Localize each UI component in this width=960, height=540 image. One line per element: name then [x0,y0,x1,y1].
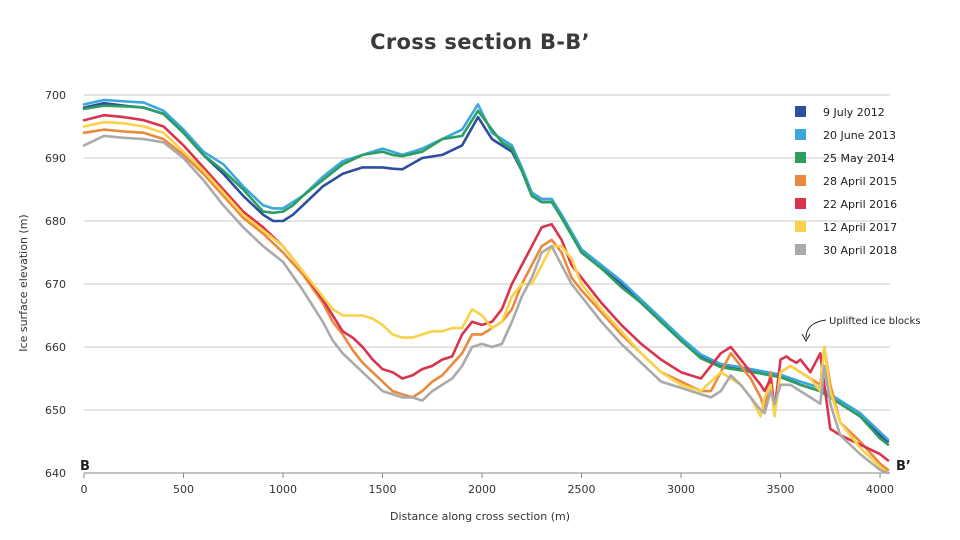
x-tick-label: 1500 [369,483,397,496]
x-tick-label: 3000 [667,483,695,496]
annotation-arrow [805,319,827,339]
legend-label: 30 April 2018 [823,244,897,257]
y-tick-label: 650 [45,404,66,417]
chart-title: Cross section B-B’ [370,30,590,54]
x-axis-label: Distance along cross section (m) [390,510,570,523]
legend-swatch [795,175,806,186]
y-tick-labels: 640 650 660 670 680 690 700 [45,89,66,480]
annotation-arrowhead [801,333,811,343]
y-tick-label: 660 [45,341,66,354]
x-tick-label: 3500 [767,483,795,496]
x-tick-label: 2000 [468,483,496,496]
legend-label: 9 July 2012 [823,106,885,119]
y-tick-label: 670 [45,278,66,291]
x-tick-label: 1000 [269,483,297,496]
legend-label: 25 May 2014 [823,152,895,165]
x-tick-label: 2500 [568,483,596,496]
end-point-label: B’ [896,459,911,474]
x-tick-labels: 0 500 1000 1500 2000 2500 3000 3500 4000 [81,473,894,496]
annotations: Uplifted ice blocks [801,316,921,343]
legend: 9 July 2012 20 June 2013 25 May 2014 28 Apr… [795,106,897,257]
legend-label: 20 June 2013 [823,129,896,142]
annotation-text: Uplifted ice blocks [829,316,921,327]
legend-swatch [795,244,806,255]
series-line [82,113,890,462]
legend-label: 22 April 2016 [823,198,897,211]
series-lines [82,98,890,475]
series-line [82,104,890,446]
x-tick-label: 4000 [866,483,894,496]
y-tick-label: 640 [45,467,66,480]
x-tick-label: 0 [81,483,88,496]
legend-swatch [795,198,806,209]
legend-swatch [795,221,806,232]
legend-swatch [795,152,806,163]
legend-label: 28 April 2015 [823,175,897,188]
y-tick-label: 700 [45,89,66,102]
legend-label: 12 April 2017 [823,221,897,234]
series-line [82,134,890,475]
x-tick-label: 500 [173,483,194,496]
y-tick-label: 690 [45,152,66,165]
y-axis-label: Ice surface elevation (m) [17,214,30,351]
legend-swatch [795,106,806,117]
grid-lines [84,94,890,474]
legend-swatch [795,129,806,140]
y-tick-label: 680 [45,215,66,228]
start-point-label: B [80,459,90,474]
